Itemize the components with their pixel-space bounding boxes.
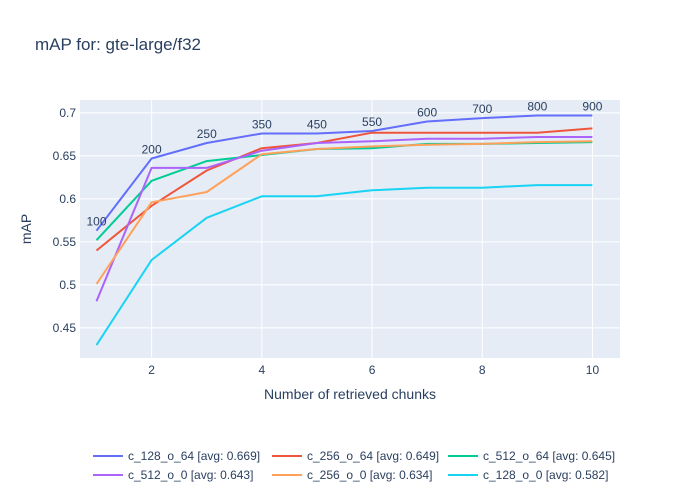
grid (80, 100, 620, 358)
y-axis-ticks: 0.45 0.5 0.55 0.6 0.65 0.7 (53, 106, 77, 335)
point-annotation: 800 (527, 99, 547, 113)
series-line-6 (95, 184, 593, 346)
y-tick-label: 0.45 (53, 321, 77, 335)
y-tick-label: 0.65 (53, 149, 77, 163)
legend-label: c_256_o_0 [avg: 0.634] (307, 468, 432, 482)
point-annotation: 700 (472, 102, 492, 116)
series-line-4 (95, 136, 593, 302)
point-annotation: 250 (197, 127, 217, 141)
legend-item[interactable]: c_512_o_0 [avg: 0.643] (93, 468, 253, 482)
x-tick-label: 6 (369, 363, 376, 377)
point-annotation: 350 (252, 118, 272, 132)
point-annotation: 100 (87, 215, 107, 229)
legend-label: c_512_o_0 [avg: 0.643] (128, 468, 253, 482)
x-tick-label: 4 (258, 363, 265, 377)
series-line-5 (95, 140, 593, 285)
x-tick-label: 10 (586, 363, 600, 377)
legend-item[interactable]: c_512_o_64 [avg: 0.645] (448, 449, 615, 463)
legend-item[interactable]: c_128_o_0 [avg: 0.582] (448, 468, 608, 482)
series-line-1 (95, 114, 593, 232)
y-tick-label: 0.55 (53, 235, 77, 249)
legend-label: c_512_o_64 [avg: 0.645] (483, 449, 615, 463)
series-lines (95, 114, 593, 346)
y-tick-label: 0.6 (59, 192, 76, 206)
legend-item[interactable]: c_128_o_64 [avg: 0.669] (93, 449, 260, 463)
y-axis-title: mAP (18, 214, 34, 244)
legend-label: c_256_o_64 [avg: 0.649] (307, 449, 439, 463)
point-annotation: 600 (417, 106, 437, 120)
x-axis-ticks: 2 4 6 8 10 (148, 363, 599, 377)
point-annotation: 550 (362, 115, 382, 129)
y-tick-label: 0.7 (59, 106, 76, 120)
plot-area (80, 100, 620, 358)
point-annotation: 450 (307, 118, 327, 132)
legend-label: c_128_o_64 [avg: 0.669] (128, 449, 260, 463)
series-line-2 (95, 127, 593, 252)
point-annotation: 200 (142, 142, 162, 156)
point-annotations: 100 200 250 350 450 550 600 700 800 900 (87, 99, 603, 228)
legend-item[interactable]: c_256_o_0 [avg: 0.634] (272, 468, 432, 482)
legend-item[interactable]: c_256_o_64 [avg: 0.649] (272, 449, 439, 463)
x-axis-title: Number of retrieved chunks (264, 386, 436, 402)
legend-label: c_128_o_0 [avg: 0.582] (483, 468, 608, 482)
chart-title: mAP for: gte-large/f32 (35, 35, 201, 54)
y-tick-label: 0.5 (59, 278, 76, 292)
x-tick-label: 8 (479, 363, 486, 377)
point-annotation: 900 (582, 99, 602, 113)
x-tick-label: 2 (148, 363, 155, 377)
legend: c_128_o_64 [avg: 0.669] c_256_o_64 [avg: … (93, 449, 615, 482)
